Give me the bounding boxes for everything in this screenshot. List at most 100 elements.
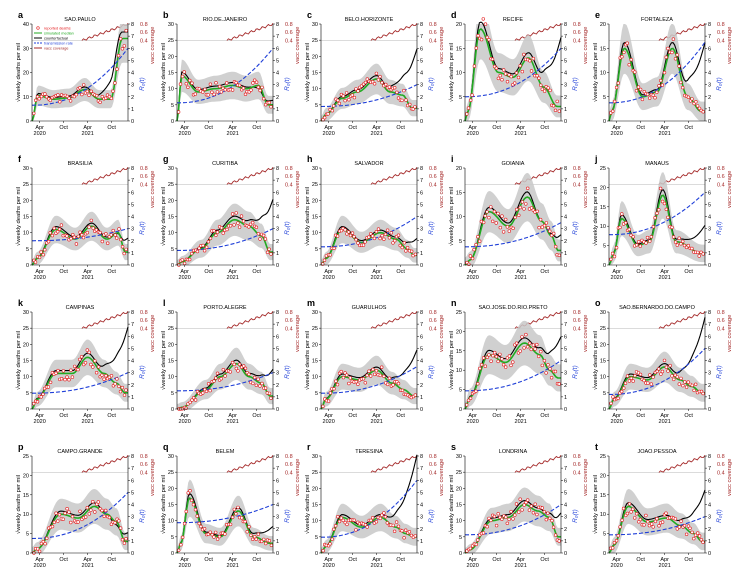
r0-tick-label: 2 [276,95,279,101]
reported-death-point [104,374,108,378]
y-tick-label: 0 [459,119,462,125]
reported-death-point [190,398,194,402]
x-tick-label: Apr [83,269,92,275]
reported-death-point [673,57,678,61]
reported-death-point [258,237,262,241]
vacc-coverage-line [658,22,706,41]
panel-letter: l [163,298,166,308]
reported-death-point [43,541,47,546]
reported-death-point [629,233,633,238]
r0-tick-label: 8 [276,22,279,28]
vacc-coverage-line [370,310,418,329]
r0-tick-label: 1 [276,395,279,401]
reported-death-point [618,225,622,230]
y-tick-label: 20 [168,198,174,204]
x-tick-label: Oct [107,125,116,131]
reported-death-point [468,254,473,258]
y-tick-label: 0 [171,119,174,125]
r0-tick-label: 1 [420,395,423,401]
reported-death-point [180,74,185,79]
reported-death-point [407,530,412,534]
x-tick-label: Apr [660,269,669,275]
y-tick-label: 30 [168,310,174,316]
r0-tick-label: 1 [131,107,134,113]
r0-tick-label: 8 [420,310,423,316]
y-tick-label: 25 [168,182,174,188]
y-tick-label: 5 [171,247,174,253]
reported-death-point [531,56,535,61]
reported-death-point [37,549,42,554]
vacc-tick-label: 0.4 [429,326,437,332]
x-tick-label: Apr [468,557,477,563]
reported-death-point [367,369,371,373]
r0-tick-label: 2 [276,239,279,245]
reported-death-point [673,240,678,244]
vacc-tick-label: 0.6 [429,462,437,468]
panel-title: BELO.HORIZONTE [345,17,394,23]
reported-death-point [54,371,58,375]
y-axis-title: √weekly deaths per mil [160,187,167,246]
reported-death-point [39,250,43,254]
x-tick-label: Apr [612,557,621,563]
reported-death-point [356,382,360,386]
x-year-label: 2021 [82,563,94,569]
y-tick-label: 25 [23,454,29,460]
panel-title: LONDRINA [499,449,528,455]
r0-tick-label: 4 [420,71,423,77]
y-tick-label: 10 [23,231,29,237]
reported-death-point [546,86,550,90]
y-tick-label: 15 [600,493,606,499]
reported-death-point [54,511,58,515]
reported-death-point [481,356,486,360]
reported-death-point [339,516,343,520]
reported-death-point [251,381,255,386]
r0-tick-label: 2 [420,239,423,245]
x-tick-label: Apr [468,269,477,275]
reported-death-point [546,226,550,230]
r0-tick-label: 0 [564,551,567,557]
x-year-label: 2021 [659,419,671,425]
x-year-label: 2020 [611,131,623,137]
vacc-axis-title: vacc coverage [439,171,445,208]
r0-tick-label: 5 [131,202,134,208]
r0-tick-label: 7 [564,466,567,472]
reported-death-point [504,365,508,369]
x-tick-label: Apr [35,557,44,563]
reported-death-point [113,233,117,237]
r0-tick-label: 3 [708,515,711,521]
r0-tick-label: 0 [708,407,711,413]
reported-death-point [221,368,226,372]
x-tick-label: Oct [252,125,261,131]
reported-death-point [372,82,377,86]
r0-axis-title: R₀(t) [572,509,579,523]
reported-death-point [212,229,216,233]
vacc-tick-label: 0.6 [140,462,148,468]
panel-letter: m [307,298,315,308]
vacc-tick-label: 0.6 [285,462,293,468]
x-tick-label: Apr [660,125,669,131]
reported-death-point [536,354,541,359]
panel-letter: e [595,10,600,20]
vacc-tick-label: 0.4 [573,326,581,332]
reported-death-point [631,379,635,383]
reported-death-point [513,215,517,220]
r0-tick-label: 8 [564,310,567,316]
reported-death-point [230,515,235,519]
r0-tick-label: 2 [276,383,279,389]
reported-death-point [692,388,696,393]
panel-letter: n [451,298,457,308]
reported-death-point [551,525,556,529]
y-tick-label: 15 [456,349,462,355]
reported-death-point [557,253,561,258]
reported-death-point [330,537,334,541]
reported-death-point [120,537,125,542]
transmission-rate-line [320,84,418,108]
reported-death-point [642,523,646,527]
r0-tick-label: 6 [131,334,134,340]
y-tick-label: 15 [23,493,29,499]
reported-death-point [664,207,668,212]
x-year-label: 2020 [611,563,623,569]
uncertainty-band [609,351,705,409]
x-tick-label: Apr [35,269,44,275]
reported-death-point [334,379,338,383]
